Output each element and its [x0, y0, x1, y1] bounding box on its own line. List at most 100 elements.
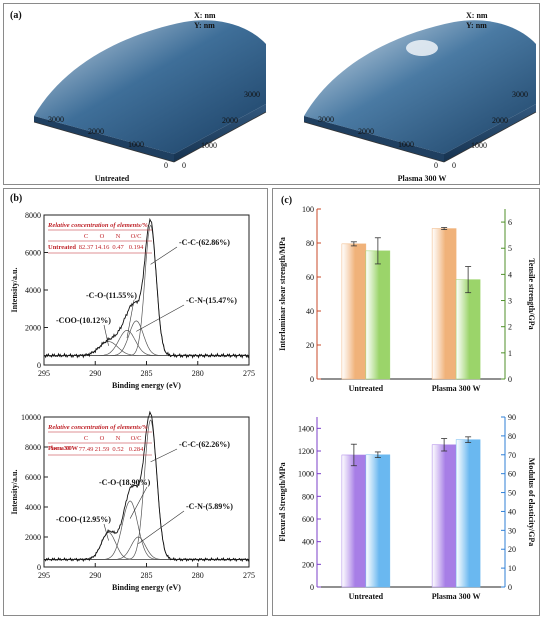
right-tick-label: 30 — [508, 526, 516, 535]
bar-right-series-0 — [365, 454, 391, 588]
afm-surface-untreated — [33, 20, 267, 163]
right-tick-label: 6 — [508, 218, 512, 227]
panel-a-afm: (a) 3000 2000 1000 0 3000 2000 1000 0 X:… — [3, 3, 540, 185]
surface-top — [304, 20, 536, 155]
x-tick-label: 280 — [192, 369, 204, 378]
bar-chart-flexural: 0 200 400 600 800 1000 1200 1400 0 10 20 30 40 50 60 70… — [278, 413, 536, 601]
afm1-x-label: X: nm — [194, 11, 216, 20]
afm1-right-tick-3: 0 — [182, 161, 186, 170]
right-axis-line — [443, 111, 537, 163]
y-tick-label: 0 — [37, 361, 41, 370]
y-tick-label: 6000 — [25, 249, 41, 258]
left-tick-label: 200 — [302, 560, 314, 569]
xps-figure: (b) 295 290 285 280 275 0 2000 4000 6000 8000 Bind… — [10, 193, 255, 592]
afm-surface-plasma — [303, 20, 537, 163]
peak-label: -C-N-(5.89%) — [186, 502, 233, 511]
right-tick-label: 1 — [508, 349, 512, 358]
afm2-right-tick-3: 0 — [452, 161, 456, 170]
peak-leader-line — [129, 486, 148, 519]
bar-right-series-1 — [455, 279, 481, 380]
x-tick-label: 275 — [243, 369, 255, 378]
left-tick-label: 80 — [306, 239, 314, 248]
table-header: C — [84, 435, 88, 442]
x-tick-label: 295 — [38, 571, 50, 580]
peak-leader-line — [150, 246, 178, 265]
right-tick-label: 5 — [508, 244, 512, 253]
afm1-caption: Untreated — [95, 174, 130, 183]
surface-top — [34, 20, 266, 155]
right-tick-label: 3 — [508, 297, 512, 306]
left-tick-label: 1200 — [298, 447, 314, 456]
table-value: 0.284 — [129, 446, 144, 453]
left-tick-label: 0 — [310, 583, 314, 592]
surface-front — [34, 116, 174, 162]
afm1-right-tick-2: 1000 — [201, 141, 217, 150]
right-tick-label: 70 — [508, 451, 516, 460]
afm2-x-label: X: nm — [466, 11, 488, 20]
bar-left-series-0 — [341, 454, 367, 588]
y-tick-label: 4000 — [25, 286, 41, 295]
peak-leader-line — [136, 304, 185, 332]
panel-c-mechanical: (c) 0 20 40 60 80 100 0 1 2 3 4 5 6 Interlaminar shea… — [272, 188, 540, 616]
afm2-caption: Plasma 300 W — [398, 174, 447, 183]
right-axis-label: Tensile strength/GPa — [527, 258, 536, 329]
peak-leader-line — [103, 324, 109, 346]
y-tick-label: 8000 — [25, 211, 41, 220]
table-value: 0.47 — [112, 244, 124, 251]
y-axis-label: Intensity/a.u. — [10, 470, 19, 515]
component-peak-1 — [44, 320, 249, 356]
peak-label: -C-C-(62.26%) — [179, 440, 230, 449]
afm2-right-tick-2: 1000 — [471, 141, 487, 150]
peak-label: -COO-(12.95%) — [56, 515, 111, 524]
afm1-left-tick-1: 2000 — [88, 127, 104, 136]
panel-c-label: (c) — [281, 195, 292, 206]
component-peak-3 — [44, 532, 249, 560]
surface-front — [304, 116, 444, 162]
right-tick-label: 0 — [508, 375, 512, 384]
table-header: N — [116, 233, 121, 240]
left-tick-label: 400 — [302, 538, 314, 547]
right-tick-label: 90 — [508, 413, 516, 422]
left-tick-label: 600 — [302, 515, 314, 524]
table-value: 82.37 — [79, 244, 94, 251]
left-tick-label: 0 — [310, 375, 314, 384]
panel-b-xps: (b) 295 290 285 280 275 0 2000 4000 6000 8000 Bind… — [3, 188, 268, 616]
right-tick-label: 0 — [508, 583, 512, 592]
bar-right-series-1 — [455, 439, 481, 588]
table-header: N — [116, 435, 121, 442]
table-value: 77.49 — [79, 446, 94, 453]
afm2-y-label: Y: nm — [466, 21, 487, 30]
category-label: Untreated — [349, 384, 384, 393]
right-tick-label: 80 — [508, 432, 516, 441]
right-tick-label: 50 — [508, 489, 516, 498]
left-axis-label: Flexural Strength/MPa — [278, 462, 287, 541]
afm-figure: (a) 3000 2000 1000 0 3000 2000 1000 0 X:… — [10, 10, 537, 183]
left-tick-label: 60 — [306, 273, 314, 282]
y-tick-label: 2000 — [25, 324, 41, 333]
afm1-y-label: Y: nm — [194, 21, 215, 30]
right-axis-label: Modulus of elasticity/GPa — [527, 458, 536, 546]
y-axis-label: Intensity/a.u. — [10, 268, 19, 313]
category-label: Plasma 300 W — [432, 592, 481, 601]
left-tick-label: 100 — [302, 205, 314, 214]
spectrum-line — [43, 410, 250, 563]
table-header: C — [84, 233, 88, 240]
bar-chart-ilss-tensile: 0 20 40 60 80 100 0 1 2 3 4 5 6 Interlaminar shear st… — [278, 205, 536, 393]
table-value: 21.59 — [95, 446, 110, 453]
category-label: Untreated — [349, 592, 384, 601]
right-tick-label: 2 — [508, 323, 512, 332]
x-tick-label: 285 — [141, 369, 153, 378]
afm1-left-tick-3: 0 — [164, 161, 168, 170]
afm1-right-tick-0: 3000 — [244, 90, 260, 99]
spectrum-line — [43, 217, 250, 359]
table-header: O/C — [131, 233, 142, 240]
afm2-right-tick-0: 3000 — [512, 90, 528, 99]
x-tick-label: 285 — [141, 571, 153, 580]
panel-a-label: (a) — [10, 10, 22, 21]
right-tick-label: 60 — [508, 470, 516, 479]
peak-leader-line — [150, 448, 178, 463]
bar-left-series-1 — [431, 444, 457, 588]
left-tick-label: 1400 — [298, 424, 314, 433]
y-tick-label: 2000 — [25, 533, 41, 542]
x-axis-label: Binding energy (eV) — [112, 583, 181, 592]
